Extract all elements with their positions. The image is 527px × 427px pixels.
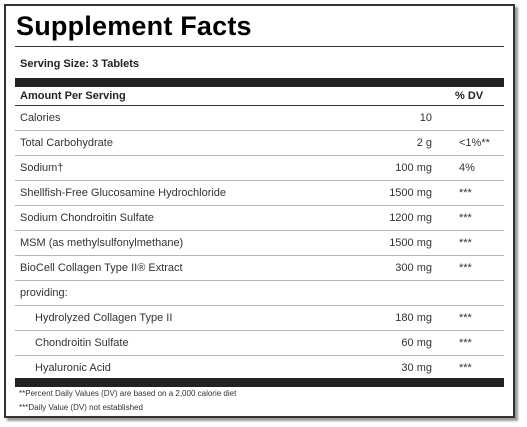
nutrient-row: Total Carbohydrate 2 g <1%** [15, 130, 504, 155]
nutrient-name: Hydrolyzed Collagen Type II [35, 312, 173, 324]
nutrient-row: MSM (as methylsulfonylmethane) 1500 mg *** [15, 230, 504, 255]
nutrient-name: MSM (as methylsulfonylmethane) [20, 237, 184, 249]
amount-per-serving-header: Amount Per Serving [20, 90, 126, 102]
nutrient-amount: 180 mg [395, 312, 432, 324]
nutrient-amount: 1500 mg [389, 237, 432, 249]
nutrient-row: Hydrolyzed Collagen Type II 180 mg *** [15, 305, 504, 330]
nutrient-row: Hyaluronic Acid 30 mg *** [15, 355, 504, 380]
nutrient-daily-value: *** [459, 237, 472, 249]
nutrient-amount: 100 mg [395, 162, 432, 174]
nutrient-row: Sodium Chondroitin Sulfate 1200 mg *** [15, 205, 504, 230]
serving-size: Serving Size: 3 Tablets [20, 58, 140, 70]
nutrient-daily-value: *** [459, 212, 472, 224]
supplement-facts-panel: Supplement Facts Serving Size: 3 Tablets… [4, 4, 515, 418]
nutrient-daily-value: *** [459, 362, 472, 374]
nutrient-amount: 10 [419, 112, 432, 124]
nutrient-row: BioCell Collagen Type II® Extract 300 mg *… [15, 255, 504, 280]
nutrient-name: Sodium† [20, 162, 64, 174]
nutrient-name: Calories [20, 112, 61, 124]
nutrient-amount: 1500 mg [389, 187, 432, 199]
nutrient-daily-value: *** [459, 312, 472, 324]
nutrient-row: providing: [15, 280, 504, 305]
footnote-dv-not-established: ***Daily Value (DV) not established [19, 403, 143, 412]
nutrient-name: Sodium Chondroitin Sulfate [20, 212, 154, 224]
footnote-percent-dv: **Percent Daily Values (DV) are based on… [19, 389, 237, 398]
nutrient-row: Chondroitin Sulfate 60 mg *** [15, 330, 504, 355]
nutrient-row: Shellfish-Free Glucosamine Hydrochloride… [15, 180, 504, 205]
nutrient-amount: 60 mg [401, 337, 432, 349]
daily-value-header: % DV [455, 90, 484, 102]
nutrient-amount: 30 mg [401, 362, 432, 374]
nutrient-amount: 1200 mg [389, 212, 432, 224]
nutrient-row: Sodium† 100 mg 4% [15, 155, 504, 180]
nutrient-name: Chondroitin Sulfate [35, 337, 129, 349]
nutrient-name: Hyaluronic Acid [35, 362, 111, 374]
nutrient-name: Total Carbohydrate [20, 137, 113, 149]
serving-divider [15, 78, 504, 87]
nutrient-daily-value: 4% [459, 162, 475, 174]
nutrient-name: Shellfish-Free Glucosamine Hydrochloride [20, 187, 227, 199]
nutrient-amount: 2 g [416, 137, 432, 149]
nutrient-name: providing: [20, 287, 68, 299]
nutrient-daily-value: *** [459, 187, 472, 199]
nutrient-daily-value: <1%** [459, 137, 490, 149]
nutrient-daily-value: *** [459, 337, 472, 349]
footer-divider [15, 378, 504, 387]
nutrient-row: Calories 10 [15, 105, 504, 130]
nutrient-amount: 300 mg [395, 262, 432, 274]
title-divider [15, 46, 504, 47]
panel-title: Supplement Facts [16, 11, 252, 41]
nutrient-daily-value: *** [459, 262, 472, 274]
nutrient-name: BioCell Collagen Type II® Extract [20, 262, 183, 274]
